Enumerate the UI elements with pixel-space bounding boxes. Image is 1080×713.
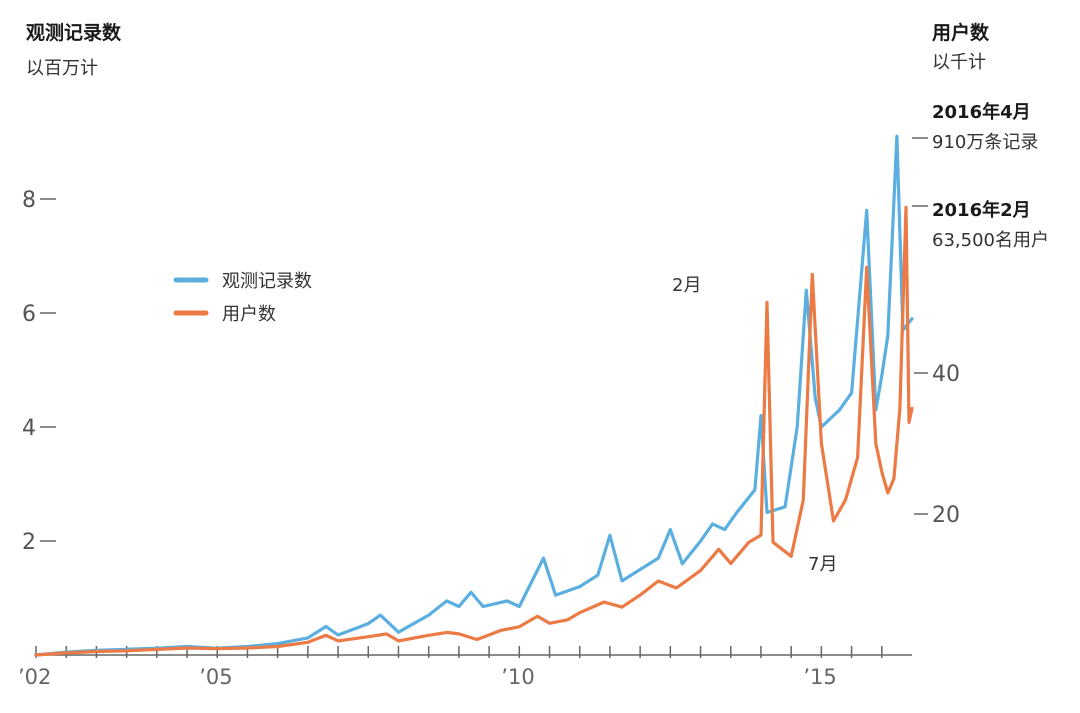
annotation-apr2016-title: 2016年4月 — [932, 101, 1031, 123]
left-axis-ticks: 2 4 6 8 — [22, 188, 56, 555]
annotation-apr2016-text: 910万条记录 — [932, 132, 1038, 153]
right-axis-unit: 以千计 — [932, 52, 986, 73]
y-left-tick-label: 6 — [22, 302, 36, 327]
x-tick-label: ’15 — [803, 665, 836, 689]
left-axis-title: 观测记录数 — [26, 21, 122, 44]
x-tick-label: ’05 — [199, 665, 232, 689]
y-right-tick-label: 40 — [932, 362, 960, 387]
series-observations-line — [34, 134, 914, 657]
annotation-jul-label: 7月 — [808, 554, 837, 575]
annotation-feb-label: 2月 — [672, 275, 701, 296]
y-left-tick-label: 2 — [22, 530, 36, 555]
x-axis-ticks: ’02 ’05 ’10 ’15 — [18, 646, 883, 689]
left-axis-unit: 以百万计 — [26, 58, 98, 79]
y-left-tick-label: 4 — [22, 416, 36, 441]
y-right-tick-label: 20 — [932, 503, 960, 528]
legend-users-label: 用户数 — [222, 304, 276, 325]
x-tick-label: ’10 — [501, 665, 534, 689]
y-left-tick-label: 8 — [22, 188, 36, 213]
annotation-feb2016-text: 63,500名用户 — [932, 230, 1049, 251]
series-lines — [34, 134, 914, 657]
x-tick-label: ’02 — [18, 665, 51, 689]
legend-observations-label: 观测记录数 — [222, 271, 312, 292]
series-users-line — [34, 205, 914, 657]
right-axis-title: 用户数 — [932, 21, 990, 44]
annotation-feb2016-title: 2016年2月 — [932, 199, 1031, 221]
